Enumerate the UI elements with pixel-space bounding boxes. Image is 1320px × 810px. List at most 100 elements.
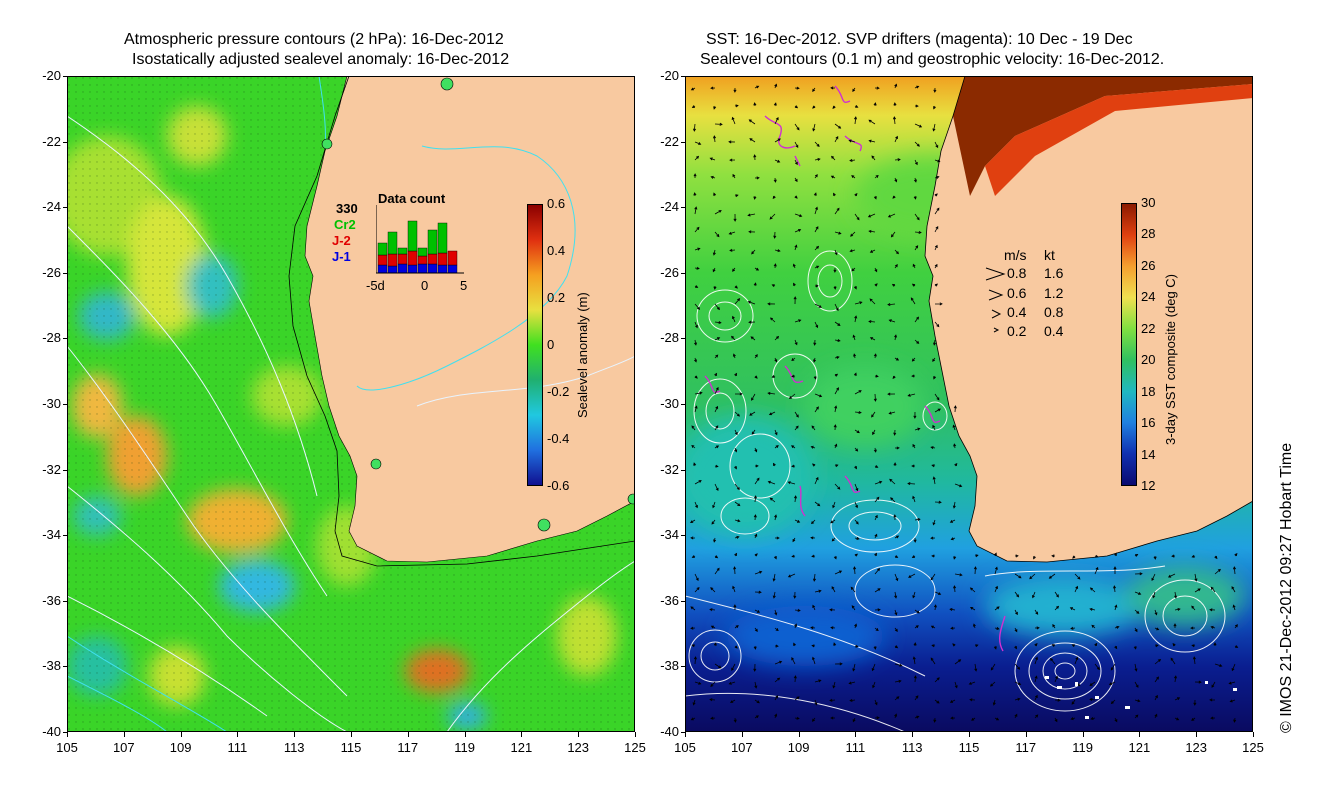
velocity-vector [1134, 714, 1139, 719]
velocity-vector [833, 267, 837, 273]
left-lon-label: 113 [283, 740, 305, 755]
right-lat-tick [681, 535, 685, 537]
velocity-vector [1191, 554, 1196, 558]
velocity-vector [854, 465, 857, 470]
sst-colorbar-tick: 26 [1141, 257, 1156, 273]
velocity-vector [932, 357, 936, 362]
velocity-vector [1014, 681, 1022, 685]
velocity-vector [754, 85, 760, 89]
velocity-vector [954, 483, 963, 488]
velocity-vector [894, 696, 900, 701]
velocity-vector [933, 105, 936, 110]
velocity-vector [914, 695, 919, 701]
velocity-vector [694, 141, 702, 145]
velocity-vector [710, 681, 716, 688]
velocity-vector [1089, 607, 1096, 611]
velocity-vector [793, 675, 797, 683]
velocity-vector [1153, 555, 1157, 560]
velocity-vector [774, 83, 778, 89]
velocity-vector [694, 586, 700, 593]
left-lon-tick [237, 732, 239, 737]
velocity-vector [774, 627, 779, 632]
velocity-vector [953, 443, 957, 449]
velocity-vector [731, 335, 736, 341]
left-lon-label: 109 [169, 740, 192, 755]
sst-colorbar-tick: 22 [1141, 320, 1156, 336]
velocity-vector [950, 537, 956, 541]
velocity-vector [1191, 644, 1196, 648]
velocity-vector [794, 319, 802, 323]
velocity-vector [814, 284, 819, 288]
velocity-vector [874, 567, 881, 575]
velocity-vector [1173, 675, 1178, 683]
velocity-vector [832, 501, 836, 509]
velocity-vector [734, 298, 741, 305]
velocity-vector [1134, 699, 1141, 703]
velocity-vector [694, 226, 700, 233]
left-lon-tick [123, 732, 125, 737]
velocity-vector [714, 354, 719, 359]
velocity-vector [710, 175, 716, 179]
velocity-vector [854, 193, 858, 197]
histogram-bar [377, 254, 388, 266]
velocity-vector [794, 213, 803, 218]
velocity-vector [954, 573, 963, 577]
velocity-vector [873, 447, 877, 453]
velocity-vector [854, 501, 858, 509]
velocity-vector [694, 573, 699, 582]
velocity-vector [729, 248, 736, 252]
velocity-vector [734, 625, 739, 629]
velocity-vector [893, 514, 897, 521]
left-lat-tick [63, 666, 67, 668]
velocity-vector [1214, 555, 1218, 560]
velocity-vector [914, 339, 920, 344]
velocity-vector [690, 626, 696, 630]
velocity-vector [894, 627, 898, 632]
right-lat-tick [681, 666, 685, 668]
velocity-vector [1151, 573, 1156, 582]
left-lon-tick [180, 732, 182, 737]
velocity-vector [731, 663, 736, 671]
velocity-vector [710, 716, 716, 720]
velocity-vector [994, 626, 1000, 630]
velocity-vector [934, 225, 939, 233]
velocity-vector [734, 501, 741, 507]
left-lat-label: -34 [42, 527, 61, 543]
velocity-vector [1034, 643, 1038, 647]
velocity-vector [812, 573, 817, 582]
velocity-vector [889, 478, 896, 485]
histogram-bar [387, 265, 398, 274]
velocity-vector [911, 555, 916, 559]
velocity-vector [1134, 609, 1140, 614]
velocity-vector [689, 519, 696, 524]
velocity-vector [830, 716, 835, 720]
right-lon-tick [1139, 732, 1141, 737]
velocity-vector [834, 443, 838, 449]
left-lon-label: 115 [340, 740, 362, 755]
velocity-vector [853, 353, 857, 359]
histogram-bar [427, 253, 438, 265]
left-lat-label: -38 [42, 658, 61, 674]
velocity-vector [1114, 645, 1118, 650]
velocity-vector [914, 104, 919, 108]
velocity-vector [934, 175, 940, 179]
velocity-vector [869, 249, 876, 253]
velocity-vector [1174, 717, 1180, 721]
velocity-vector [771, 284, 776, 288]
right-title-line1: SST: 16-Dec-2012. SVP drifters (magenta)… [706, 31, 1133, 48]
velocity-vector [1069, 607, 1076, 611]
velocity-vector [873, 393, 877, 402]
velocity-vector [907, 482, 916, 486]
velocity-vector [834, 464, 839, 468]
velocity-vector [1014, 609, 1018, 616]
velocity-vector [751, 429, 756, 435]
right-lat-label: -30 [660, 396, 679, 411]
velocity-vector [714, 425, 719, 431]
velocity-vector [834, 135, 839, 143]
velocity-vector [694, 303, 701, 310]
velocity-vector [1192, 656, 1196, 665]
velocity-vector [832, 681, 836, 689]
velocity-vector [694, 321, 698, 329]
velocity-vector [910, 297, 916, 305]
velocity-vector [693, 339, 698, 346]
